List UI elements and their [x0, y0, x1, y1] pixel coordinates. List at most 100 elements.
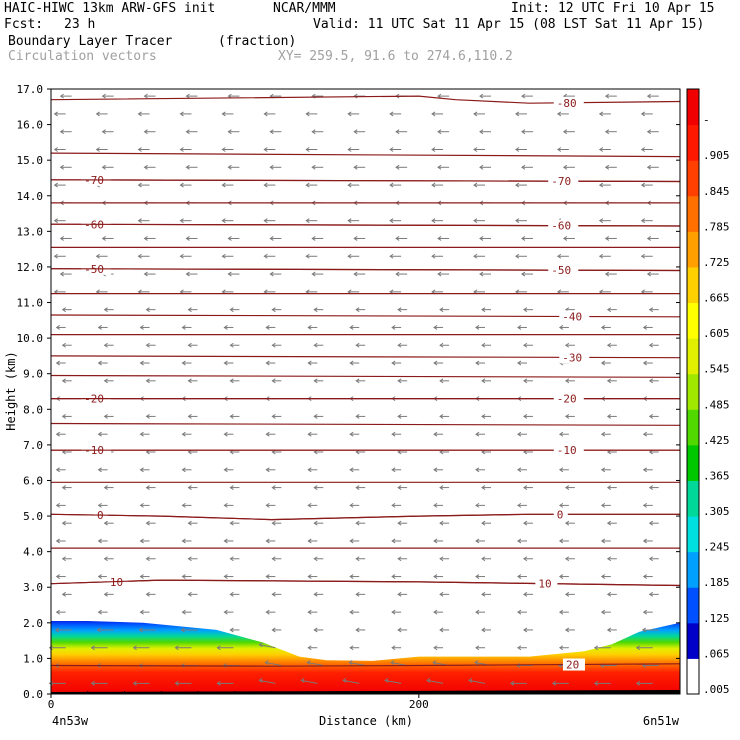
circulation-vector-head [187, 342, 192, 348]
circulation-vector-head [397, 378, 402, 384]
contour-label-background [553, 444, 584, 457]
circulation-vector-head [145, 485, 150, 491]
circulation-vector-head [564, 520, 570, 526]
circulation-vector-head [475, 431, 480, 437]
circulation-vector-head [229, 342, 234, 348]
circulation-vector-head [642, 538, 648, 544]
circulation-vector-head [355, 520, 360, 526]
circulation-vector-head [391, 574, 396, 579]
circulation-vector-head [61, 307, 66, 313]
circulation-vector-head [300, 677, 305, 683]
circulation-vector-head [265, 538, 270, 544]
circulation-vector-head [642, 325, 648, 330]
colorbar-swatch [687, 89, 699, 126]
colorbar-swatch [687, 551, 699, 588]
circulation-vector-head [606, 307, 612, 313]
circulation-vector-head [185, 93, 190, 99]
contour-label: 20 [566, 659, 579, 672]
circulation-vector-head [187, 378, 192, 384]
circulation-vector-head [353, 236, 358, 241]
circulation-vector-head [311, 129, 316, 135]
circulation-vector-head [353, 93, 358, 99]
circulation-vector-head [391, 609, 396, 615]
temperature-contour [50, 374, 681, 378]
circulation-vector-head [349, 467, 354, 473]
circulation-vector-head [389, 147, 394, 152]
circulation-vector-head [389, 111, 394, 117]
valid-time: Valid: 11 UTC Sat 11 Apr 15 (08 LST Sat … [313, 17, 705, 32]
circulation-vector-head [95, 253, 100, 259]
circulation-vector-head [271, 413, 276, 419]
y-tick-label: 8.0 [23, 403, 43, 416]
circulation-vector-head [558, 467, 564, 473]
circulation-vector-head [221, 182, 226, 188]
circulation-vector-head [265, 574, 270, 579]
y-tick-label: 12.0 [17, 261, 44, 274]
circulation-vector-head [311, 164, 316, 170]
circulation-vector [349, 662, 366, 667]
circulation-vector-head [562, 236, 568, 241]
circulation-vector-head [181, 360, 186, 366]
circulation-vector-head [223, 538, 228, 544]
circulation-vector-head [179, 218, 184, 224]
circulation-vector-head [103, 556, 108, 562]
circulation-vector-head [103, 307, 108, 313]
temperature-contour [50, 579, 681, 587]
circulation-vector [259, 644, 276, 649]
circulation-vector-head [397, 342, 402, 348]
circulation-vector-head [97, 325, 102, 330]
circulation-vector-head [97, 431, 102, 437]
circulation-vector-head [355, 485, 360, 491]
colorbar-label: .245 [703, 541, 730, 554]
x-axis-label: Distance (km) [319, 714, 413, 728]
colorbar-swatch [687, 231, 699, 268]
circulation-vector-head [263, 147, 268, 152]
circulation-vector-head [600, 467, 606, 473]
circulation-vector-head [95, 147, 100, 152]
circulation-vector-head [437, 164, 442, 170]
circulation-vector-head [646, 164, 652, 170]
circulation-vector-head [347, 253, 352, 259]
circulation-vector-head [132, 645, 137, 651]
colorbar-label: .605 [703, 327, 730, 340]
circulation-vector-head [61, 378, 66, 384]
colorbar-label: - [703, 114, 710, 127]
circulation-vector-head [265, 609, 270, 615]
circulation-vector-head [431, 147, 436, 152]
temperature-contour [50, 268, 681, 272]
contour-label-background [559, 351, 590, 364]
circulation-vector-head [347, 147, 352, 152]
circulation-vector-head [355, 627, 360, 633]
circulation-vector-head [187, 307, 192, 313]
circulation-vector-head [556, 253, 562, 259]
circulation-vector-head [349, 538, 354, 544]
circulation-vector-head [521, 129, 526, 135]
colorbar-label: .305 [703, 505, 730, 518]
x-left-endpoint: 4n53w [52, 714, 89, 728]
contour-label: -20 [557, 393, 577, 406]
circulation-vector-head [397, 520, 402, 526]
circulation-vector-head [481, 378, 486, 384]
circulation-vector-head [349, 609, 354, 615]
circulation-vector-head [48, 645, 53, 651]
x-right-endpoint: 6n51w [643, 714, 680, 728]
circulation-vector-head [311, 236, 316, 241]
circulation-vector-head [229, 627, 234, 633]
circulation-vector-head [349, 431, 354, 437]
circulation-vector-head [101, 93, 106, 99]
contour-label: -50 [551, 264, 571, 277]
temperature-contour [50, 179, 681, 183]
circulation-vector-head [642, 360, 648, 366]
contour-label-background [553, 508, 568, 521]
circulation-vector [265, 662, 282, 667]
circulation-vector-head [187, 591, 192, 597]
circulation-vector-head [475, 609, 480, 615]
circulation-vector-head [556, 111, 562, 117]
circulation-vector-head [263, 253, 268, 259]
circulation-vector-head [523, 378, 528, 384]
colorbar-label: .905 [703, 149, 730, 162]
model-title: HAIC-HIWC 13km ARW-GFS init [4, 1, 216, 16]
circulation-vector-head [433, 325, 438, 330]
circulation-vector-head [307, 467, 312, 473]
circulation-vector-head [53, 182, 58, 188]
